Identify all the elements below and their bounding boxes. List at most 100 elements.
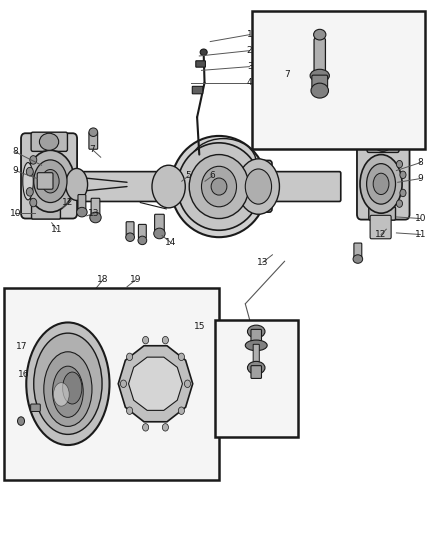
- FancyBboxPatch shape: [370, 215, 391, 239]
- Polygon shape: [118, 346, 193, 422]
- Ellipse shape: [89, 128, 98, 136]
- Ellipse shape: [280, 101, 288, 109]
- FancyBboxPatch shape: [314, 38, 325, 74]
- Text: 12: 12: [375, 230, 387, 239]
- Ellipse shape: [373, 173, 389, 195]
- Ellipse shape: [44, 352, 92, 426]
- Text: 18: 18: [97, 276, 109, 284]
- Text: 9: 9: [12, 166, 18, 175]
- Text: 15: 15: [194, 322, 205, 330]
- Text: 4: 4: [247, 78, 252, 87]
- Text: 13: 13: [88, 209, 100, 217]
- Text: 2: 2: [247, 46, 252, 55]
- FancyBboxPatch shape: [126, 222, 134, 236]
- Ellipse shape: [171, 136, 267, 237]
- FancyBboxPatch shape: [253, 344, 259, 366]
- FancyBboxPatch shape: [89, 132, 98, 149]
- Circle shape: [142, 424, 148, 431]
- Text: 17: 17: [16, 342, 28, 351]
- Circle shape: [30, 198, 37, 207]
- Ellipse shape: [26, 322, 110, 445]
- Circle shape: [184, 380, 191, 387]
- Text: 19: 19: [130, 276, 141, 284]
- Text: 11: 11: [51, 225, 63, 233]
- Circle shape: [162, 336, 169, 344]
- Circle shape: [26, 188, 33, 196]
- FancyBboxPatch shape: [31, 404, 40, 411]
- Text: 3: 3: [247, 62, 253, 71]
- Circle shape: [396, 160, 403, 168]
- Polygon shape: [129, 357, 182, 410]
- Text: 11: 11: [415, 230, 426, 239]
- FancyBboxPatch shape: [251, 329, 261, 343]
- Ellipse shape: [245, 169, 272, 204]
- Text: 12: 12: [62, 198, 74, 207]
- Ellipse shape: [26, 150, 74, 212]
- FancyBboxPatch shape: [369, 207, 396, 220]
- Text: 7: 7: [284, 70, 290, 79]
- FancyBboxPatch shape: [155, 214, 164, 231]
- Ellipse shape: [23, 163, 33, 200]
- Ellipse shape: [90, 212, 101, 223]
- Ellipse shape: [247, 325, 265, 338]
- Ellipse shape: [237, 159, 279, 214]
- Ellipse shape: [200, 49, 207, 55]
- Ellipse shape: [360, 155, 402, 213]
- Text: 16: 16: [18, 370, 30, 378]
- Circle shape: [120, 380, 127, 387]
- FancyBboxPatch shape: [196, 61, 205, 67]
- FancyBboxPatch shape: [266, 172, 341, 201]
- Text: 14: 14: [165, 238, 177, 247]
- Text: 9: 9: [417, 174, 424, 183]
- Ellipse shape: [126, 233, 134, 241]
- Text: 1: 1: [247, 30, 253, 39]
- Ellipse shape: [63, 372, 82, 404]
- Ellipse shape: [152, 165, 185, 208]
- Circle shape: [26, 167, 33, 176]
- FancyBboxPatch shape: [357, 134, 410, 220]
- Ellipse shape: [53, 366, 83, 417]
- Circle shape: [18, 417, 25, 425]
- Text: 10: 10: [10, 209, 21, 217]
- Ellipse shape: [42, 169, 59, 193]
- Circle shape: [396, 200, 403, 207]
- Ellipse shape: [201, 166, 237, 207]
- Ellipse shape: [34, 160, 67, 203]
- Ellipse shape: [245, 340, 267, 351]
- Circle shape: [30, 156, 37, 164]
- FancyBboxPatch shape: [280, 105, 288, 121]
- Ellipse shape: [311, 83, 328, 98]
- Text: 5: 5: [185, 172, 191, 180]
- Bar: [252, 11, 425, 149]
- FancyBboxPatch shape: [230, 160, 272, 212]
- FancyBboxPatch shape: [192, 86, 203, 94]
- Text: 7: 7: [89, 145, 95, 154]
- Ellipse shape: [353, 255, 363, 263]
- Ellipse shape: [247, 361, 265, 374]
- Circle shape: [162, 424, 169, 431]
- Text: 13: 13: [257, 258, 268, 266]
- Bar: [215, 320, 298, 437]
- Text: 8: 8: [12, 148, 18, 156]
- Ellipse shape: [138, 236, 147, 245]
- Ellipse shape: [189, 155, 249, 219]
- Ellipse shape: [177, 143, 261, 230]
- FancyBboxPatch shape: [73, 172, 170, 201]
- Circle shape: [400, 189, 406, 197]
- FancyBboxPatch shape: [37, 173, 53, 189]
- Ellipse shape: [314, 29, 326, 40]
- Text: 6: 6: [209, 172, 215, 180]
- Ellipse shape: [310, 69, 329, 82]
- FancyBboxPatch shape: [31, 132, 67, 151]
- Circle shape: [142, 336, 148, 344]
- Bar: [4, 288, 219, 480]
- FancyBboxPatch shape: [78, 195, 86, 210]
- Ellipse shape: [53, 383, 69, 406]
- Ellipse shape: [66, 168, 88, 200]
- Ellipse shape: [39, 133, 59, 150]
- Ellipse shape: [374, 135, 392, 151]
- Ellipse shape: [191, 139, 256, 187]
- Ellipse shape: [77, 207, 87, 217]
- Circle shape: [178, 407, 184, 415]
- FancyBboxPatch shape: [138, 224, 146, 238]
